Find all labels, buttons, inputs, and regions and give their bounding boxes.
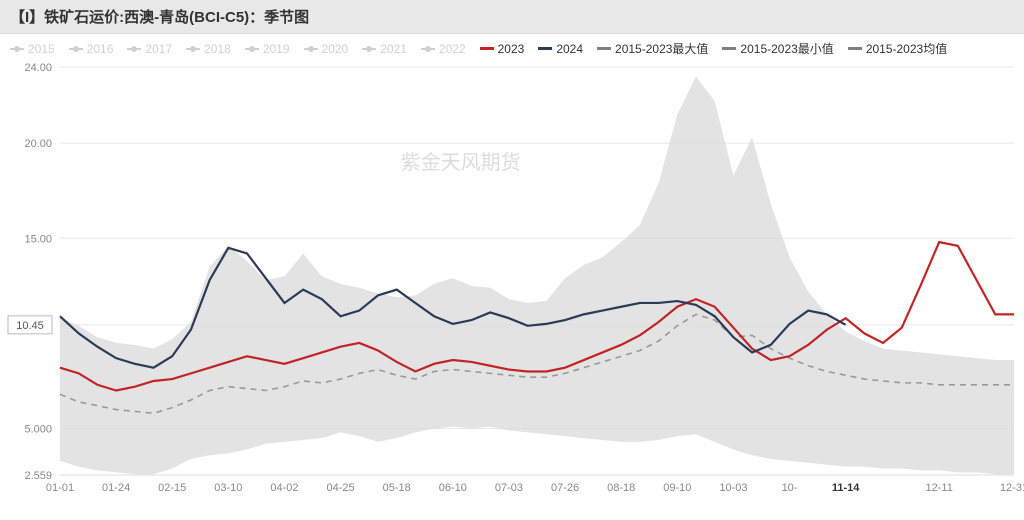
legend-item-2023[interactable]: 2023: [480, 42, 525, 56]
legend-label: 2020: [322, 42, 349, 56]
legend-label: 2023: [498, 42, 525, 56]
legend-marker: [362, 48, 376, 50]
legend-marker: [848, 47, 862, 50]
y-current-badge: 10.45: [16, 320, 44, 332]
title-bar: 【I】铁矿石运价:西澳-青岛(BCI-C5)：季节图: [0, 0, 1024, 34]
x-tick-label: 11-14: [832, 482, 860, 494]
legend-marker: [722, 47, 736, 50]
legend-marker: [69, 48, 83, 50]
legend-marker: [421, 48, 435, 50]
legend-label: 2015: [28, 42, 55, 56]
y-tick-label: 5.000: [24, 424, 52, 436]
legend-item-2017[interactable]: 2017: [127, 42, 172, 56]
legend-item-2019[interactable]: 2019: [245, 42, 290, 56]
x-tick-label: 06-10: [439, 482, 467, 494]
legend-item-2015[interactable]: 2015: [10, 42, 55, 56]
legend-marker: [304, 48, 318, 50]
legend-label: 2015-2023最大值: [615, 40, 708, 57]
x-tick-label: 05-18: [383, 482, 411, 494]
legend-label: 2024: [556, 42, 583, 56]
legend-label: 2018: [204, 42, 231, 56]
y-tick-label: 15.00: [24, 233, 52, 245]
legend-label: 2015-2023均值: [866, 40, 947, 57]
legend-marker: [186, 48, 200, 50]
legend-label: 2015-2023最小值: [740, 40, 833, 57]
legend-marker: [127, 48, 141, 50]
legend-item-2020[interactable]: 2020: [304, 42, 349, 56]
legend-marker: [10, 48, 24, 50]
legend-item-2022[interactable]: 2022: [421, 42, 466, 56]
legend-item-2024[interactable]: 2024: [538, 42, 583, 56]
x-tick-label: 07-26: [551, 482, 579, 494]
legend-item-2015-2023均值[interactable]: 2015-2023均值: [848, 40, 947, 57]
x-tick-label: 04-25: [327, 482, 355, 494]
legend-marker: [245, 48, 259, 50]
legend-item-2015-2023最大值[interactable]: 2015-2023最大值: [597, 40, 708, 57]
watermark: 紫金天风期货: [401, 151, 521, 174]
legend-marker: [597, 47, 611, 50]
legend-label: 2019: [263, 42, 290, 56]
legend-label: 2022: [439, 42, 466, 56]
legend-marker: [538, 47, 552, 50]
legend-item-2021[interactable]: 2021: [362, 42, 407, 56]
legend-label: 2021: [380, 42, 407, 56]
y-tick-label: 24.00: [24, 62, 52, 74]
x-tick-label: 02-15: [158, 482, 186, 494]
x-tick-label: 12-11: [926, 482, 953, 494]
legend: 2015 2016 2017 2018 2019 2020 2021 2022 2023 2024…: [0, 34, 1024, 59]
legend-label: 2016: [87, 42, 114, 56]
chart-title: 【I】铁矿石运价:西澳-青岛(BCI-C5)：季节图: [10, 6, 1014, 27]
y-tick-label: 2.559: [24, 470, 52, 482]
legend-label: 2017: [145, 42, 172, 56]
legend-item-2015-2023最小值[interactable]: 2015-2023最小值: [722, 40, 833, 57]
x-tick-label: 10-03: [719, 482, 747, 494]
legend-marker: [480, 47, 494, 50]
x-tick-label: 03-10: [214, 482, 242, 494]
x-tick-label: 08-18: [607, 482, 635, 494]
x-tick-label: 01-01: [46, 482, 74, 494]
legend-item-2018[interactable]: 2018: [186, 42, 231, 56]
legend-item-2016[interactable]: 2016: [69, 42, 114, 56]
chart-area: 2.559 5.000 10.45 15.00 20.00 24.00 紫金天风期货 01-0…: [0, 59, 1024, 511]
x-tick-label: 04-02: [270, 482, 298, 494]
range-band: [60, 77, 1014, 475]
seasonal-line-chart: 2.559 5.000 10.45 15.00 20.00 24.00 紫金天风期货 01-0…: [0, 59, 1024, 511]
y-tick-label: 20.00: [24, 138, 52, 150]
x-tick-label: 10-: [782, 482, 798, 494]
x-tick-label: 09-10: [663, 482, 691, 494]
x-tick-label: 07-03: [495, 482, 523, 494]
x-tick-label: 01-24: [102, 482, 130, 494]
x-tick-label: 12-31: [1000, 482, 1024, 494]
